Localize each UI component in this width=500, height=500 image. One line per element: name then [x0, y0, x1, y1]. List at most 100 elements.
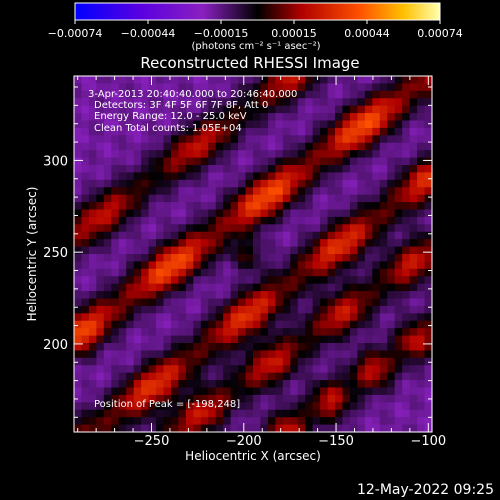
heatmap-cell	[163, 387, 172, 396]
heatmap-cell	[349, 298, 359, 307]
heatmap-cell	[133, 98, 142, 107]
heatmap-cell	[267, 424, 276, 433]
heatmap-cell	[372, 202, 381, 211]
heatmap-cell	[349, 343, 359, 352]
heatmap-cell	[156, 350, 165, 359]
heatmap-cell	[320, 424, 329, 433]
heatmap-cell	[200, 254, 209, 263]
heatmap-cell	[305, 424, 314, 433]
heatmap-cell	[297, 283, 306, 292]
heatmap-cell	[327, 268, 336, 277]
heatmap-cell	[364, 283, 373, 292]
heatmap-cell	[424, 135, 433, 144]
heatmap-cell	[245, 127, 254, 136]
heatmap-cell	[290, 142, 299, 151]
heatmap-cell	[208, 276, 217, 285]
heatmap-cell	[305, 76, 314, 85]
heatmap-cell	[282, 135, 291, 144]
heatmap-cell	[200, 98, 209, 107]
heatmap-cell	[275, 202, 284, 211]
heatmap-cell	[424, 335, 433, 344]
heatmap-cell	[223, 179, 232, 188]
heatmap-cell	[141, 127, 150, 136]
heatmap-cell	[260, 365, 269, 374]
heatmap-cell	[88, 350, 97, 359]
heatmap-cell	[379, 261, 388, 270]
heatmap-cell	[223, 283, 232, 292]
heatmap-cell	[215, 172, 224, 181]
heatmap-cell	[215, 187, 224, 196]
heatmap-cell	[156, 224, 165, 233]
heatmap-cell	[156, 209, 165, 218]
heatmap-cell	[320, 305, 329, 314]
heatmap-cell	[409, 417, 418, 426]
heatmap-cell	[312, 409, 321, 418]
heatmap-cell	[364, 417, 373, 426]
heatmap-cell	[178, 365, 187, 374]
heatmap-cell	[394, 380, 403, 389]
heatmap-cell	[342, 357, 351, 366]
heatmap-cell	[96, 261, 105, 270]
heatmap-cell	[320, 157, 329, 166]
heatmap-cell	[200, 179, 209, 188]
heatmap-cell	[245, 380, 254, 389]
heatmap-cell	[170, 372, 180, 381]
heatmap-cell	[238, 172, 247, 181]
heatmap-cell	[409, 380, 418, 389]
heatmap-cell	[364, 157, 373, 166]
heatmap-cell	[387, 179, 396, 188]
heatmap-cell	[118, 328, 127, 337]
heatmap-cell	[402, 298, 411, 307]
heatmap-cell	[208, 298, 217, 307]
heatmap-cell	[394, 424, 403, 433]
heatmap-cell	[364, 276, 373, 285]
heatmap-cell	[96, 343, 105, 352]
heatmap-cell	[260, 209, 269, 218]
heatmap-cell	[170, 291, 180, 300]
heatmap-cell	[193, 113, 202, 122]
heatmap-cell	[170, 394, 180, 403]
heatmap-cell	[424, 157, 433, 166]
heatmap-cell	[238, 387, 247, 396]
heatmap-cell	[320, 335, 329, 344]
heatmap-cell	[349, 357, 359, 366]
heatmap-cell	[282, 105, 291, 114]
heatmap-cell	[118, 194, 127, 203]
heatmap-cell	[238, 135, 247, 144]
heatmap-cell	[372, 409, 381, 418]
heatmap-cell	[133, 320, 142, 329]
heatmap-cell	[320, 224, 329, 233]
heatmap-cell	[364, 105, 373, 114]
heatmap-cell	[96, 120, 105, 129]
heatmap-cell	[118, 387, 127, 396]
heatmap-cell	[424, 343, 433, 352]
heatmap-cell	[424, 150, 433, 159]
heatmap-cell	[200, 409, 209, 418]
heatmap-cell	[364, 394, 373, 403]
heatmap-cell	[126, 343, 135, 352]
heatmap-cell	[74, 387, 83, 396]
heatmap-cell	[312, 179, 321, 188]
heatmap-cell	[275, 298, 284, 307]
heatmap-cell	[74, 76, 83, 85]
heatmap-cell	[230, 157, 239, 166]
heatmap-cell	[103, 261, 112, 270]
heatmap-cell	[305, 261, 314, 270]
heatmap-cell	[170, 239, 180, 248]
heatmap-cell	[305, 179, 314, 188]
heatmap-cell	[379, 283, 388, 292]
heatmap-cell	[387, 172, 396, 181]
heatmap-cell	[253, 83, 262, 92]
heatmap-cell	[417, 157, 426, 166]
heatmap-cell	[290, 83, 299, 92]
heatmap-cell	[238, 298, 247, 307]
heatmap-cell	[141, 276, 150, 285]
heatmap-cell	[335, 268, 344, 277]
heatmap-cell	[156, 291, 165, 300]
heatmap-cell	[424, 172, 433, 181]
heatmap-cell	[275, 261, 284, 270]
heatmap-cell	[402, 187, 411, 196]
heatmap-cell	[193, 402, 202, 411]
heatmap-cell	[238, 283, 247, 292]
heatmap-cell	[267, 357, 276, 366]
